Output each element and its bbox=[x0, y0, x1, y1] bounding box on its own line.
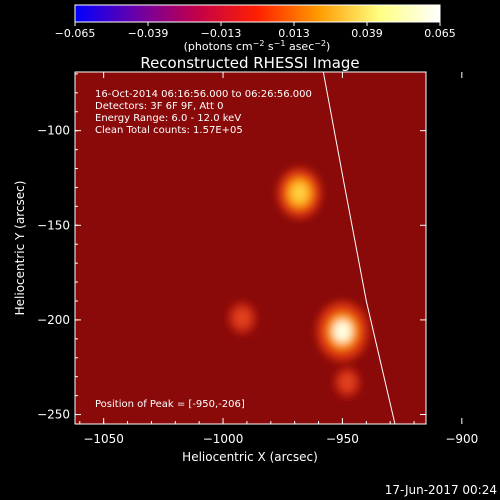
info-line: Clean Total counts: 1.57E+05 bbox=[95, 125, 243, 136]
chart-title: Reconstructed RHESSI Image bbox=[140, 54, 359, 72]
colorbar-tick-label: 0.039 bbox=[351, 27, 383, 40]
colorbar-tick-label: −0.013 bbox=[201, 27, 242, 40]
solar-limb-curve bbox=[322, 72, 396, 424]
colorbar-tick-label: −0.065 bbox=[55, 27, 96, 40]
x-tick-label: −1050 bbox=[83, 432, 124, 446]
y-tick-label: −250 bbox=[37, 408, 70, 422]
x-tick-label: −1000 bbox=[203, 432, 244, 446]
source-core bbox=[338, 372, 356, 393]
info-line: 16-Oct-2014 06:16:56.000 to 06:26:56.000 bbox=[95, 89, 312, 100]
colorbar-tick-label: 0.013 bbox=[278, 27, 310, 40]
y-tick-label: −100 bbox=[37, 124, 70, 138]
colorbar-unit-label: (photons cm−2 s−1 asec−2) bbox=[184, 39, 331, 53]
source-peak bbox=[333, 320, 352, 343]
y-axis-ticks: −100 −150 −200 −250 bbox=[37, 73, 426, 422]
info-line: Energy Range: 6.0 - 12.0 keV bbox=[95, 113, 241, 124]
y-axis-label: Heliocentric Y (arcsec) bbox=[13, 181, 27, 316]
x-tick-label: −950 bbox=[326, 432, 359, 446]
x-axis-ticks: −1050 −1000 −950 −900 bbox=[79, 72, 478, 446]
footer-date: 17-Jun-2017 00:24 bbox=[385, 483, 497, 497]
colorbar-tick-label: 0.065 bbox=[424, 27, 456, 40]
colorbar-ticks: −0.065 −0.039 −0.013 0.013 0.039 0.065 bbox=[55, 22, 456, 40]
colorbar-tick-label: −0.039 bbox=[128, 27, 169, 40]
y-tick-label: −200 bbox=[37, 313, 70, 327]
colorbar bbox=[74, 4, 441, 23]
plot-frame bbox=[74, 71, 427, 425]
source-core bbox=[233, 307, 252, 329]
x-axis-label: Heliocentric X (arcsec) bbox=[182, 450, 318, 464]
heatmap-sources bbox=[227, 167, 369, 398]
heatmap-background bbox=[75, 72, 426, 424]
source-peak bbox=[291, 183, 308, 203]
info-line: Detectors: 3F 6F 9F, Att 0 bbox=[95, 101, 223, 112]
observation-info: 16-Oct-2014 06:16:56.000 to 06:26:56.000… bbox=[95, 89, 312, 136]
peak-position-label: Position of Peak = [-950,-206] bbox=[95, 399, 245, 410]
x-tick-label: −900 bbox=[445, 432, 478, 446]
y-tick-label: −150 bbox=[37, 218, 70, 232]
